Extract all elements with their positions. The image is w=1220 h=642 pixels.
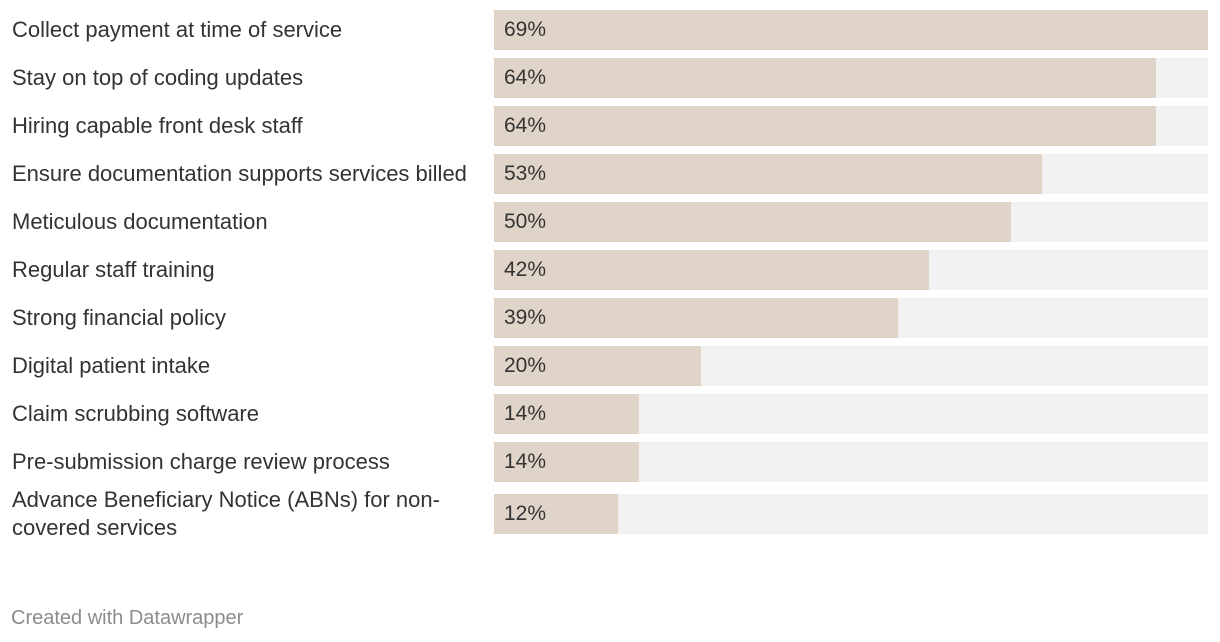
value-label: 12% xyxy=(504,502,547,525)
bar xyxy=(494,494,618,534)
value-label: 53% xyxy=(504,162,547,185)
bar xyxy=(494,394,639,434)
bar xyxy=(494,442,639,482)
value-label: 64% xyxy=(504,114,547,137)
datawrapper-credit: Created with Datawrapper xyxy=(11,607,244,629)
category-label: Collect payment at time of service xyxy=(12,17,343,42)
bar-row: Hiring capable front desk staff 64% xyxy=(0,106,1220,146)
value-label: 20% xyxy=(504,354,547,377)
value-label: 64% xyxy=(504,66,547,89)
bar xyxy=(494,250,929,290)
bar-row: Digital patient intake 20% xyxy=(0,346,1220,386)
bar xyxy=(494,106,1156,146)
bar-track: 53% xyxy=(494,154,1208,194)
category-label: Digital patient intake xyxy=(12,353,211,378)
category-label: Ensure documentation supports services b… xyxy=(12,161,467,186)
bar-track: 39% xyxy=(494,298,1208,338)
value-label: 14% xyxy=(504,450,547,473)
value-label: 14% xyxy=(504,402,547,425)
bar xyxy=(494,58,1156,98)
bar-track: 12% xyxy=(494,494,1208,534)
bar-track: 50% xyxy=(494,202,1208,242)
bar xyxy=(494,202,1011,242)
category-label: Pre-submission charge review process xyxy=(12,449,390,474)
category-label: Hiring capable front desk staff xyxy=(12,113,303,138)
bar-track: 69% xyxy=(494,10,1208,50)
bar-track: 20% xyxy=(494,346,1208,386)
value-label: 42% xyxy=(504,258,547,281)
bar xyxy=(494,154,1042,194)
bar-row: Strong financial policy 39% xyxy=(0,298,1220,338)
bar-track: 14% xyxy=(494,442,1208,482)
category-label: Advance Beneficiary Notice (ABNs) for no… xyxy=(12,487,440,540)
bar-row: Stay on top of coding updates 64% xyxy=(0,58,1220,98)
bar-row: Meticulous documentation 50% xyxy=(0,202,1220,242)
bar-row: Claim scrubbing software 14% xyxy=(0,394,1220,434)
bar-track: 14% xyxy=(494,394,1208,434)
category-label: Claim scrubbing software xyxy=(12,401,259,426)
bar xyxy=(494,10,1208,50)
value-label: 39% xyxy=(504,306,547,329)
bar xyxy=(494,346,701,386)
category-label: Strong financial policy xyxy=(12,305,227,330)
bar-chart: Collect payment at time of service 69% Sta… xyxy=(0,10,1220,540)
bar-track: 42% xyxy=(494,250,1208,290)
bar-track: 64% xyxy=(494,106,1208,146)
bar xyxy=(494,298,898,338)
bar-track: 64% xyxy=(494,58,1208,98)
bar-row: Ensure documentation supports services b… xyxy=(0,154,1220,194)
bar-row: Collect payment at time of service 69% xyxy=(0,10,1220,50)
value-label: 50% xyxy=(504,210,547,233)
bar-row: Pre-submission charge review process 14% xyxy=(0,442,1220,482)
value-label: 69% xyxy=(504,18,547,41)
category-label: Meticulous documentation xyxy=(12,209,268,234)
category-label: Regular staff training xyxy=(12,257,215,282)
bar-row: Advance Beneficiary Notice (ABNs) for no… xyxy=(0,487,1220,540)
category-label: Stay on top of coding updates xyxy=(12,65,304,90)
bar-row: Regular staff training 42% xyxy=(0,250,1220,290)
